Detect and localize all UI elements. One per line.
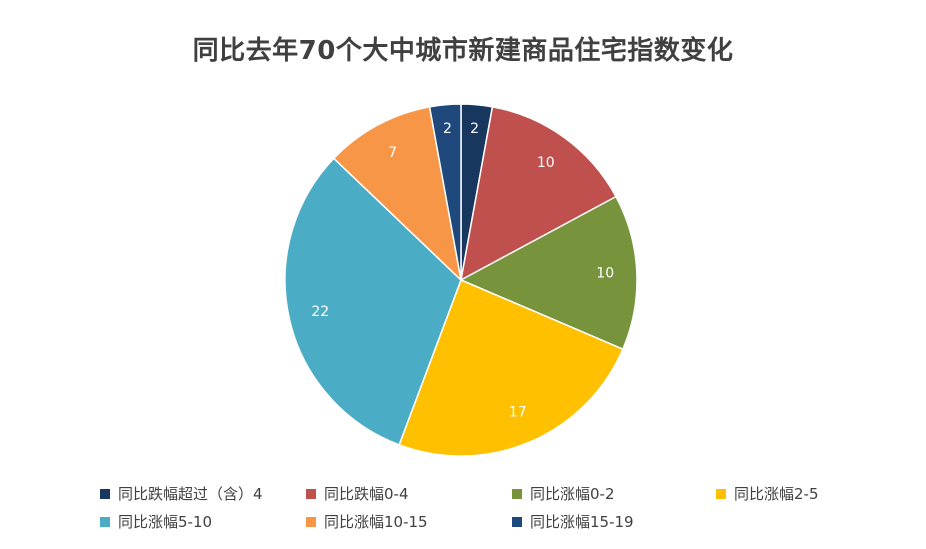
- pie-slice: [428, 103, 462, 281]
- data-label: 2: [470, 121, 479, 137]
- data-label: 2: [443, 121, 452, 137]
- data-label: 22: [311, 304, 329, 320]
- data-label: 10: [537, 155, 555, 171]
- pie-slice: [332, 105, 463, 283]
- pie-slice: [284, 157, 462, 446]
- data-label: 10: [596, 266, 614, 282]
- pie-slice: [459, 195, 638, 351]
- pie-slice: [398, 279, 624, 457]
- pie-slice: [459, 105, 618, 282]
- data-label: 7: [388, 145, 397, 161]
- data-label: 17: [509, 405, 527, 421]
- chart-title: 同比去年70个大中城市新建商品住宅指数变化: [192, 36, 734, 66]
